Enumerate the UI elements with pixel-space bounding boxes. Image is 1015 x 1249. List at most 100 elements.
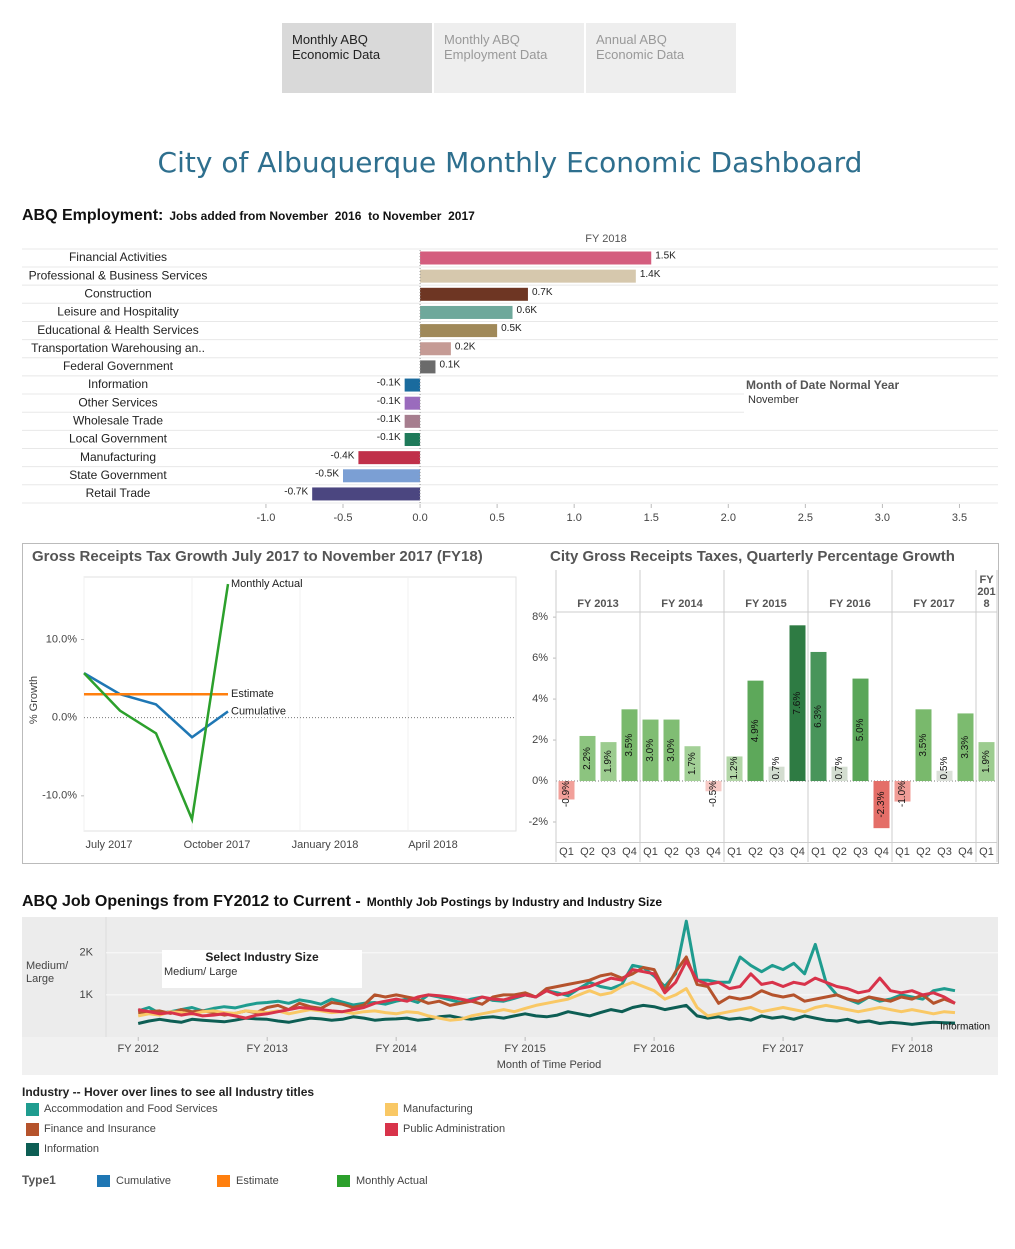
tab[interactable]: Monthly ABQ Employment Data <box>434 23 584 93</box>
x-tick-label: Q4 <box>622 846 637 858</box>
x-tick-label: Q2 <box>832 846 847 858</box>
chart-title: City Gross Receipts Taxes, Quarterly Per… <box>550 548 955 565</box>
bar <box>915 709 932 782</box>
group-header-box: FY 2017 <box>913 598 954 610</box>
bar <box>768 766 785 782</box>
series-end-label: Cumulative <box>231 705 286 717</box>
value-label: 5.0% <box>855 718 866 741</box>
x-tick-label: October 2017 <box>184 839 251 851</box>
bar <box>789 625 806 782</box>
bar <box>579 735 596 782</box>
value-label: 0.7% <box>834 757 845 780</box>
category-label: Professional & Business Services <box>29 268 208 282</box>
group-header-box: FY 2014 <box>661 598 702 610</box>
row-header-box: Medium/ Large <box>26 960 68 985</box>
value-label: 0.7% <box>771 757 782 780</box>
bar <box>810 651 827 782</box>
legend-label: Manufacturing <box>403 1103 473 1115</box>
bar <box>747 680 764 782</box>
bar <box>957 713 974 782</box>
x-tick-label: Q3 <box>685 846 700 858</box>
bar <box>852 678 869 782</box>
bar <box>404 414 421 428</box>
value-label: 1.9% <box>603 750 614 773</box>
series-end-label: Information <box>940 1022 990 1033</box>
group-header-box: FY 2013 <box>577 598 618 610</box>
legend-title: Type1 <box>22 1173 56 1187</box>
x-tick-label: 0.5 <box>489 512 504 524</box>
value-label: -0.9% <box>561 781 572 807</box>
group-header: FY 2015 <box>745 598 787 610</box>
y-axis-label: % Growth <box>28 676 40 724</box>
legend-label: Cumulative <box>116 1175 171 1187</box>
x-tick-label: Q2 <box>664 846 679 858</box>
panel-frame <box>22 543 999 864</box>
bar <box>726 756 743 782</box>
tab[interactable]: Monthly ABQ Economic Data <box>282 23 432 93</box>
y-tick-label: -10.0% <box>42 790 77 802</box>
filter-mask <box>744 377 998 429</box>
series-line <box>138 955 956 1017</box>
value-label: 1.9% <box>981 750 992 773</box>
series-end-label: Estimate <box>231 688 274 700</box>
chart-subtitle: Monthly Job Postings by Industry and Ind… <box>367 895 663 909</box>
value-label: -0.1K <box>377 378 401 389</box>
x-tick-label: Q3 <box>769 846 784 858</box>
x-tick-label: FY 2017 <box>762 1043 803 1055</box>
bar <box>936 770 953 782</box>
x-tick-label: Q1 <box>979 846 994 858</box>
plot-background <box>22 917 998 1037</box>
x-tick-label: April 2018 <box>408 839 458 851</box>
chart-title: Gross Receipts Tax Growth July 2017 to N… <box>32 548 483 565</box>
value-label: -0.4K <box>331 450 355 461</box>
bar <box>420 287 528 301</box>
category-label: Other Services <box>78 395 157 409</box>
bar <box>705 781 722 792</box>
x-tick-label: Q3 <box>601 846 616 858</box>
legend-label: Finance and Insurance <box>44 1123 156 1135</box>
x-tick-label: Q3 <box>937 846 952 858</box>
value-label: 0.5% <box>939 757 950 780</box>
category-label: Manufacturing <box>80 450 156 464</box>
bar <box>420 251 652 265</box>
value-label: 3.0% <box>645 739 656 762</box>
x-tick-label: Q1 <box>895 846 910 858</box>
series-line <box>137 959 956 1020</box>
value-label: -0.5% <box>708 781 719 807</box>
bar <box>978 742 995 782</box>
value-label: 4.9% <box>750 719 761 742</box>
x-axis-label: Month of Time Period <box>497 1059 602 1071</box>
legend-title: Industry -- Hover over lines to see all … <box>22 1085 314 1099</box>
y-tick-label: 8% <box>532 611 548 623</box>
bar <box>358 451 421 465</box>
series-line <box>137 919 956 1015</box>
tab[interactable]: Annual ABQ Economic Data <box>586 23 736 93</box>
bar <box>404 396 421 410</box>
x-tick-label: FY 2014 <box>375 1043 416 1055</box>
value-label: 1.7% <box>687 752 698 775</box>
x-tick-label: 0.0 <box>412 512 427 524</box>
value-label: 6.3% <box>813 705 824 728</box>
category-label: Local Government <box>69 432 168 446</box>
value-label: 0.7K <box>532 287 553 298</box>
x-tick-label: 3.5 <box>952 512 967 524</box>
x-tick-label: 1.0 <box>567 512 582 524</box>
filter-value: Medium/ Large <box>164 966 237 978</box>
group-header-box: FY 2015 <box>745 598 787 610</box>
chart-title: ABQ Job Openings from FY2012 to Current … <box>22 893 361 910</box>
x-tick-label: 3.0 <box>875 512 890 524</box>
y-tick-label: 10.0% <box>46 633 77 645</box>
category-label: Wholesale Trade <box>73 414 163 428</box>
x-tick-label: Q4 <box>790 846 805 858</box>
legend-swatch <box>385 1123 398 1136</box>
value-label: -0.7K <box>284 487 308 498</box>
x-tick-label: Q1 <box>643 846 658 858</box>
axis-band <box>22 1037 998 1075</box>
legend-swatch <box>97 1175 110 1187</box>
chart-subtitle: Jobs added from November 2016 to Novembe… <box>169 209 475 223</box>
x-tick-label: Q4 <box>706 846 721 858</box>
bar <box>600 742 617 782</box>
group-header: FY 2016 <box>829 598 871 610</box>
